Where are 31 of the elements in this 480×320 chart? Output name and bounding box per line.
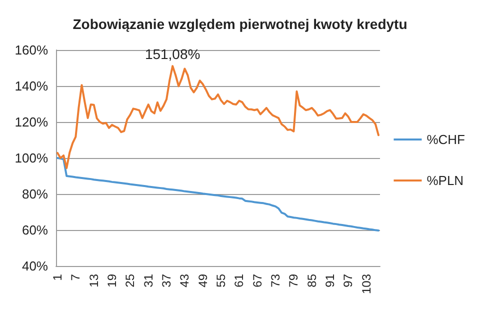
data-label: 151,08% [144,46,200,62]
x-tick-label: 7 [68,274,83,281]
line-series [56,65,380,170]
x-tick-label: 25 [123,274,138,288]
x-tick-label: 67 [250,274,264,288]
x-tick-label: 31 [141,274,156,288]
x-tick-label: 13 [86,274,101,288]
x-tick-label: 55 [214,274,228,288]
x-tick-label: 79 [286,274,301,288]
x-tick-label: 97 [341,274,356,288]
x-tick-label: 73 [268,274,283,288]
x-tick-label: 85 [304,274,319,288]
x-tick-label: 91 [323,274,338,288]
y-tick-label: 80% [22,186,48,202]
y-tick-label: 140% [14,78,48,94]
x-tick-label: 37 [160,274,174,288]
x-tick-label: 43 [178,274,192,288]
x-tick-label: 19 [105,274,120,288]
y-tick-label: 100% [14,150,48,166]
line-series [56,157,380,232]
chart-title: Zobowiązanie względem pierwotnej kwoty kredytu [72,16,408,32]
x-tick-label: 1 [50,274,65,281]
y-tick-label: 160% [14,42,48,58]
y-tick-label: 120% [14,114,48,130]
x-tick-label: 61 [232,274,246,288]
legend-label: %CHF [426,132,466,147]
x-tick-label: 103 [359,274,374,294]
legend-label: %PLN [426,173,464,188]
x-tick-label: 49 [196,274,210,288]
y-tick-label: 60% [22,222,48,238]
y-tick-label: 40% [22,258,48,274]
